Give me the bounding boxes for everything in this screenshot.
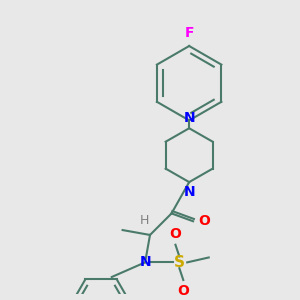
Text: F: F [184,26,194,40]
Text: H: H [140,214,149,227]
Text: O: O [198,214,210,228]
Text: O: O [177,284,189,298]
Text: S: S [174,255,185,270]
Text: O: O [169,227,181,241]
Text: N: N [183,111,195,125]
Text: N: N [139,255,151,269]
Text: N: N [183,185,195,199]
